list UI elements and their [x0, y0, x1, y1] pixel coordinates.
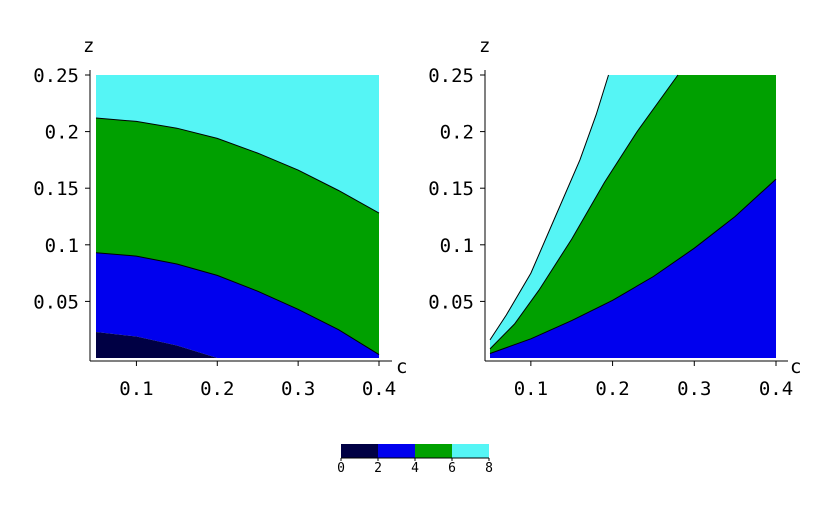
right-y-axis: 0.05 0.1 0.15 0.2 0.25 z: [428, 35, 490, 361]
right-y-tick-label: 0.1: [440, 235, 474, 257]
colorbar-tick-label: 8: [485, 461, 493, 476]
colorbar-swatch-0-2: [341, 444, 378, 458]
left-x-axis-label: c: [396, 356, 407, 378]
left-x-axis: 0.1 0.2 0.3 0.4 c: [90, 356, 407, 400]
colorbar-swatch-2-4: [378, 444, 415, 458]
colorbar-tick-label: 4: [411, 461, 419, 476]
left-contour-line-6: [95, 117, 380, 214]
left-y-tick-label: 0.25: [33, 65, 79, 87]
right-band-4-6: [490, 75, 776, 354]
right-x-tick-label: 0.3: [677, 378, 711, 400]
right-y-tick-label: 0.15: [428, 178, 474, 200]
right-x-tick-label: 0.2: [595, 378, 629, 400]
right-band-6-8: [490, 75, 678, 349]
right-contour-line-4: [489, 178, 777, 354]
right-contour-panel: 0.1 0.2 0.3 0.4 c 0.05 0.1 0.15 0.2 0.25 z: [428, 35, 801, 400]
right-x-axis: 0.1 0.2 0.3 0.4 c: [485, 356, 801, 400]
right-contour-line-8: [489, 74, 609, 341]
colorbar-swatch-4-6: [415, 444, 452, 458]
right-x-tick-label: 0.1: [514, 378, 548, 400]
right-band-2-4: [490, 179, 776, 358]
left-x-tick-label: 0.4: [362, 378, 396, 400]
left-y-tick-label: 0.1: [45, 235, 79, 257]
right-contour-line-6: [489, 74, 679, 350]
colorbar-swatch-6-8: [452, 444, 489, 458]
right-plot-area: [489, 74, 777, 358]
left-band-2-4: [96, 252, 379, 358]
left-contour-line-4: [95, 252, 380, 356]
left-plot-area: [95, 75, 380, 358]
left-x-tick-label: 0.2: [200, 378, 234, 400]
colorbar-tick-label: 2: [374, 461, 382, 476]
colorbar-tick-label: 0: [337, 461, 345, 476]
left-y-axis: 0.05 0.1 0.15 0.2 0.25 z: [33, 35, 94, 361]
left-x-tick-label: 0.1: [119, 378, 153, 400]
left-y-axis-label: z: [83, 35, 94, 57]
colorbar-legend: 0 2 4 6 8: [337, 444, 493, 476]
right-y-tick-label: 0.25: [428, 65, 474, 87]
right-y-axis-label: z: [479, 35, 490, 57]
left-x-tick-label: 0.3: [281, 378, 315, 400]
left-y-tick-label: 0.15: [33, 178, 79, 200]
left-contour-panel: 0.1 0.2 0.3 0.4 c 0.05 0.1 0.15 0.2 0.25 z: [33, 35, 407, 400]
right-x-tick-label: 0.4: [759, 378, 793, 400]
left-band-0-2: [96, 332, 218, 358]
colorbar-tick-label: 6: [448, 461, 456, 476]
left-band-6-8: [96, 75, 379, 214]
right-y-tick-label: 0.05: [428, 291, 474, 313]
left-y-tick-label: 0.05: [33, 291, 79, 313]
right-x-axis-label: c: [790, 356, 801, 378]
right-y-tick-label: 0.2: [440, 122, 474, 144]
left-y-tick-label: 0.2: [45, 122, 79, 144]
left-band-4-6: [96, 118, 379, 355]
